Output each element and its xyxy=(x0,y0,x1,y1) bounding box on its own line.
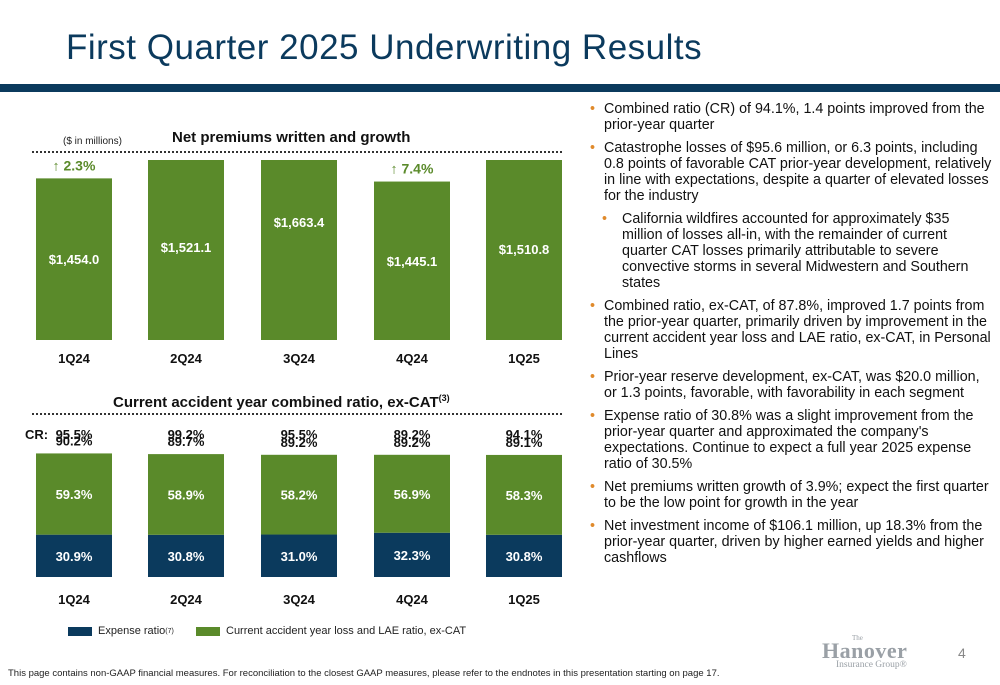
chart1-title: Net premiums written and growth xyxy=(172,129,411,146)
npw-value-label: $1,454.0 xyxy=(49,252,100,267)
npw-x-tick: 3Q24 xyxy=(283,351,316,366)
logo-the: The xyxy=(852,634,863,642)
current-ay-ratio-bar-4q24 xyxy=(374,454,450,533)
npw-bar-3q24 xyxy=(261,160,337,340)
total-ratio-label: 90.2% xyxy=(56,433,93,448)
npw-x-tick: 2Q24 xyxy=(170,351,203,366)
expense-ratio-bar-3q24 xyxy=(261,534,337,577)
current-ay-ratio-label: 56.9% xyxy=(394,487,431,502)
current-ay-ratio-bar-2q24 xyxy=(148,454,224,535)
npw-x-tick: 1Q25 xyxy=(508,351,540,366)
legend-swatch-expense xyxy=(68,626,92,636)
total-ratio-label: 89.2% xyxy=(394,435,431,450)
bullet-item: Net investment income of $106.1 million,… xyxy=(590,518,992,566)
npw-bar-1q25 xyxy=(486,160,562,340)
expense-ratio-label: 32.3% xyxy=(394,548,431,563)
total-ratio-label: 89.1% xyxy=(506,435,543,450)
cr-label: 99.2% xyxy=(168,427,205,442)
npw-bar-chart: $1,454.0↑ 2.3%1Q24$1,521.1↑ 5.1%2Q24$1,6… xyxy=(36,160,562,366)
legend-expense: Expense ratio (7) xyxy=(68,625,174,637)
combined-ratio-stacked-chart: 30.9%59.3%90.2%95.5%1Q2430.8%58.9%89.7%9… xyxy=(25,427,562,607)
cr-label: 95.5% xyxy=(281,427,318,442)
ratio-x-tick: 3Q24 xyxy=(283,592,316,607)
legend-label-current: Current accident year loss and LAE ratio… xyxy=(226,625,467,637)
npw-x-tick: 4Q24 xyxy=(396,351,429,366)
bullet-item: Prior-year reserve development, ex-CAT, … xyxy=(590,369,992,401)
page-number: 4 xyxy=(958,645,966,661)
cr-prefix: CR: xyxy=(25,427,48,442)
cr-label: 95.5% xyxy=(56,427,93,442)
cr-label: 94.1% xyxy=(506,427,543,442)
current-ay-ratio-label: 59.3% xyxy=(56,487,93,502)
expense-ratio-label: 30.8% xyxy=(506,549,543,564)
total-ratio-label: 89.7% xyxy=(168,434,205,449)
expense-ratio-label: 31.0% xyxy=(281,549,318,564)
bullet-item: Combined ratio (CR) of 94.1%, 1.4 points… xyxy=(590,101,992,133)
total-ratio-label: 89.2% xyxy=(281,435,318,450)
expense-ratio-bar-4q24 xyxy=(374,532,450,577)
current-ay-ratio-label: 58.9% xyxy=(168,487,205,502)
current-ay-ratio-bar-1q25 xyxy=(486,454,562,535)
expense-ratio-bar-1q24 xyxy=(36,534,112,577)
units-note: ($ in millions) xyxy=(63,136,122,147)
bullet-item: Net premiums written growth of 3.9%; exp… xyxy=(590,479,992,511)
cr-label: 89.2% xyxy=(394,427,431,442)
title-divider-bar xyxy=(0,84,1000,92)
bullet-item: Combined ratio, ex-CAT, of 87.8%, improv… xyxy=(590,298,992,362)
current-ay-ratio-label: 58.3% xyxy=(506,488,543,503)
chart2-title-footnote: (3) xyxy=(438,393,450,403)
npw-value-label: $1,663.4 xyxy=(274,215,325,230)
sub-bullet: California wildfires accounted for appro… xyxy=(602,211,992,291)
npw-x-tick: 1Q24 xyxy=(58,351,91,366)
hanover-logo: The Hanover Insurance Group® xyxy=(822,634,932,670)
npw-bar-2q24 xyxy=(148,160,224,340)
npw-growth-label: ↑ 7.4% xyxy=(391,161,434,177)
commentary-bullets: Combined ratio (CR) of 94.1%, 1.4 points… xyxy=(590,101,992,573)
ratio-x-tick: 4Q24 xyxy=(396,592,429,607)
expense-ratio-label: 30.9% xyxy=(56,549,93,564)
legend-current: Current accident year loss and LAE ratio… xyxy=(196,625,466,637)
legend-expense-footnote: (7) xyxy=(165,627,174,635)
page-title: First Quarter 2025 Underwriting Results xyxy=(66,28,703,67)
current-ay-ratio-bar-3q24 xyxy=(261,454,337,535)
npw-growth-label: ↑ 2.3% xyxy=(53,160,96,173)
npw-value-label: $1,521.1 xyxy=(161,240,212,255)
footnote: This page contains non-GAAP financial me… xyxy=(8,668,720,679)
npw-bar-4q24 xyxy=(374,181,450,340)
expense-ratio-label: 30.8% xyxy=(168,549,205,564)
ratio-x-tick: 1Q25 xyxy=(508,592,540,607)
bullet-item: Catastrophe losses of $95.6 million, or … xyxy=(590,140,992,204)
ratio-x-tick: 1Q24 xyxy=(58,592,91,607)
chart2-dotted-divider xyxy=(32,413,562,415)
bullet-item: Expense ratio of 30.8% was a slight impr… xyxy=(590,408,992,472)
npw-value-label: $1,510.8 xyxy=(499,242,550,257)
chart1-dotted-divider xyxy=(32,151,562,153)
current-ay-ratio-label: 58.2% xyxy=(281,488,318,503)
legend-label-expense: Expense ratio xyxy=(98,625,166,637)
logo-sub: Insurance Group® xyxy=(836,660,907,670)
logo-name: Hanover xyxy=(822,638,908,663)
npw-value-label: $1,445.1 xyxy=(387,254,438,269)
legend-swatch-current xyxy=(196,626,220,636)
expense-ratio-bar-2q24 xyxy=(148,534,224,577)
current-ay-ratio-bar-1q24 xyxy=(36,453,112,535)
chart2-title: Current accident year combined ratio, ex… xyxy=(113,393,450,411)
expense-ratio-bar-1q25 xyxy=(486,534,562,577)
ratio-x-tick: 2Q24 xyxy=(170,592,203,607)
npw-bar-1q24 xyxy=(36,178,112,340)
